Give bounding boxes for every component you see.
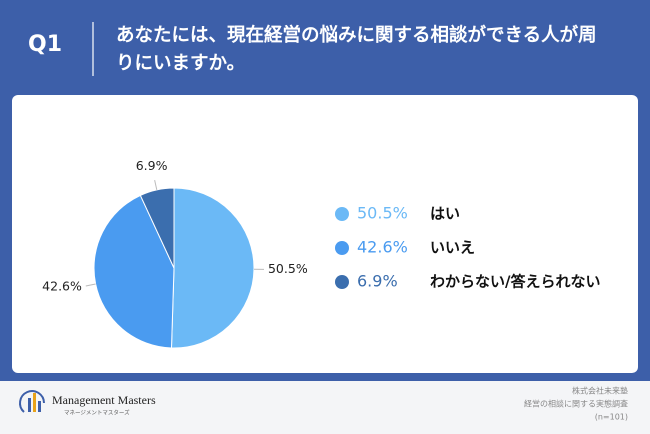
pie-slice xyxy=(170,187,255,349)
data-label: 6.9% xyxy=(136,158,168,173)
sample-size: (n=101) xyxy=(595,413,628,422)
legend-label: はい xyxy=(430,205,460,223)
question-number: Q1 xyxy=(28,32,63,57)
separator xyxy=(92,22,94,76)
logo xyxy=(19,390,45,413)
legend-marker xyxy=(335,207,349,221)
leader-line xyxy=(85,283,96,287)
pie-slice xyxy=(139,187,175,269)
brand: Management Masters xyxy=(52,393,156,407)
leader-line xyxy=(154,179,158,190)
legend-value: 42.6% xyxy=(357,238,408,257)
chart-title: あなたには、現在経営の悩みに関する相談ができる人が周りにいますか。 xyxy=(116,25,597,74)
legend-value: 50.5% xyxy=(357,204,408,223)
survey: 経営の相談に関する実態調査 xyxy=(524,399,628,409)
legend-label: いいえ xyxy=(430,239,475,257)
legend-marker xyxy=(335,241,349,255)
pie-slice xyxy=(93,194,175,349)
legend-label: わからない/答えられない xyxy=(430,273,600,291)
legend-marker xyxy=(335,275,349,289)
data-label: 50.5% xyxy=(268,261,308,276)
company: 株式会社未来塾 xyxy=(572,386,628,396)
footer xyxy=(0,381,650,434)
legend-value: 6.9% xyxy=(357,272,398,291)
brand-kana: マネージメントマスターズ xyxy=(64,409,130,417)
data-label: 42.6% xyxy=(42,278,82,293)
